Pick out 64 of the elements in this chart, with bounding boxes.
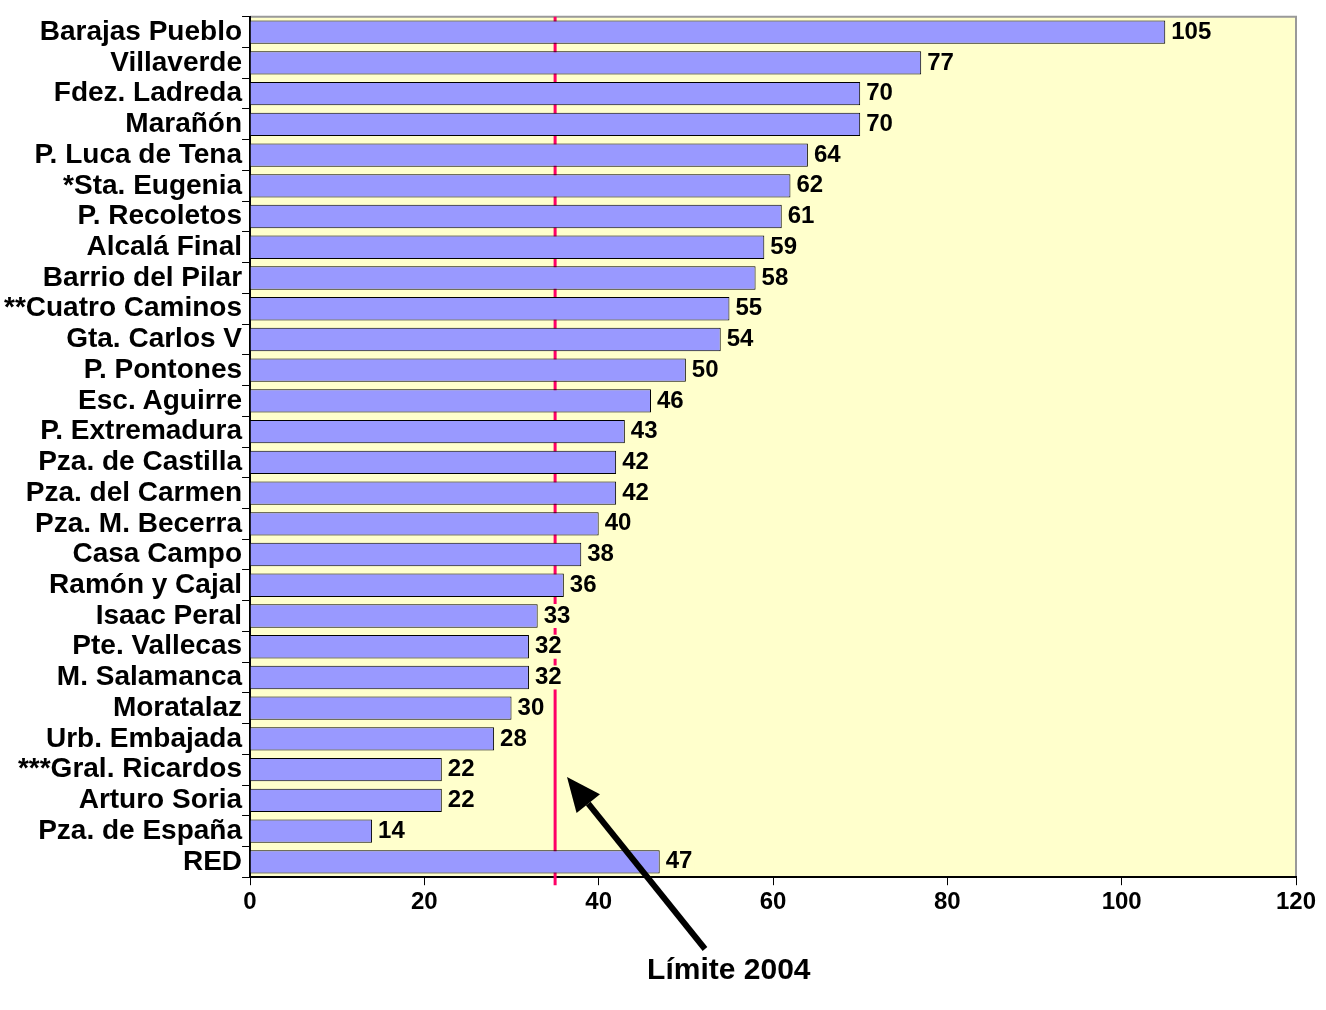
data-label: 32 (534, 662, 562, 690)
y-tick-label: RED (182, 844, 243, 876)
data-label: 54 (726, 324, 755, 352)
data-label: 70 (866, 108, 893, 136)
y-tick-label: Pza. de España (38, 813, 243, 845)
y-tick-label: Alcalá Final (86, 229, 243, 261)
y-tick-label: Isaac Peral (95, 598, 243, 630)
data-label: 105 (1171, 16, 1212, 44)
data-label: 70 (866, 78, 893, 106)
y-tick-label: Moratalaz (112, 690, 243, 722)
y-tick-label: Barajas Pueblo (39, 14, 243, 46)
y-tick-label: Pza. M. Becerra (35, 506, 243, 538)
data-label: 32 (534, 631, 562, 659)
text: Límite 2004 (647, 952, 811, 987)
data-label: 59 (770, 231, 798, 259)
data-label: 58 (761, 262, 789, 290)
y-tick-label: Arturo Soria (78, 783, 243, 815)
y-tick-label: Casa Campo (72, 537, 243, 569)
y-tick-label: Pza. de Castilla (38, 445, 243, 477)
data-label: 22 (447, 754, 475, 782)
data-label: 64 (813, 139, 842, 167)
y-tick-label: Gta. Carlos V (66, 322, 243, 354)
data-label: 40 (604, 508, 632, 536)
data-label: 42 (622, 446, 649, 474)
data-label: 50 (691, 354, 719, 382)
x-tick-label: 60 (759, 887, 787, 915)
y-tick-label: Esc. Aguirre (78, 383, 243, 415)
data-label: 14 (378, 815, 406, 843)
y-tick-label: **Cuatro Caminos (3, 291, 243, 323)
data-label: 30 (517, 692, 545, 720)
y-tick-label: Urb. Embajada (45, 721, 243, 753)
data-label: 33 (543, 600, 571, 628)
x-tick-label: 120 (1275, 887, 1317, 915)
x-tick-label: 40 (585, 887, 613, 915)
x-tick-label: 0 (243, 887, 257, 915)
y-tick-label: Villaverde (110, 45, 243, 77)
y-tick-label: Fdez. Ladreda (53, 76, 243, 108)
y-tick-label: Barrio del Pilar (42, 260, 243, 292)
x-tick-label: 20 (411, 887, 438, 915)
y-tick-label: Marañón (125, 107, 243, 139)
y-tick-label: P. Luca de Tena (34, 137, 243, 169)
y-tick-label: M. Salamanca (56, 660, 243, 692)
data-label: 36 (569, 569, 597, 597)
data-label: 38 (587, 539, 614, 567)
y-tick-label: Pza. del Carmen (25, 475, 243, 507)
data-label: 77 (927, 47, 954, 75)
x-tick-label: 100 (1101, 887, 1142, 915)
y-tick-label: P. Recoletos (77, 199, 243, 231)
data-label: 42 (622, 477, 649, 505)
data-label: 55 (735, 293, 763, 321)
y-tick-label: P. Pontones (83, 352, 243, 384)
x-tick-label: 80 (934, 887, 961, 915)
data-label: 43 (630, 416, 658, 444)
y-tick-label: Ramón y Cajal (49, 568, 243, 599)
y-tick-label: Pte. Vallecas (72, 629, 243, 661)
y-tick-label: P. Extremadura (40, 414, 243, 446)
data-label: 47 (665, 846, 693, 874)
data-label: 61 (787, 201, 815, 229)
y-tick-label: ***Gral. Ricardos (17, 752, 243, 784)
data-label: 28 (500, 723, 527, 751)
data-label: 46 (656, 385, 684, 413)
data-label: 62 (796, 170, 824, 198)
y-tick-label: *Sta. Eugenia (63, 168, 243, 200)
data-label: 22 (447, 785, 475, 812)
